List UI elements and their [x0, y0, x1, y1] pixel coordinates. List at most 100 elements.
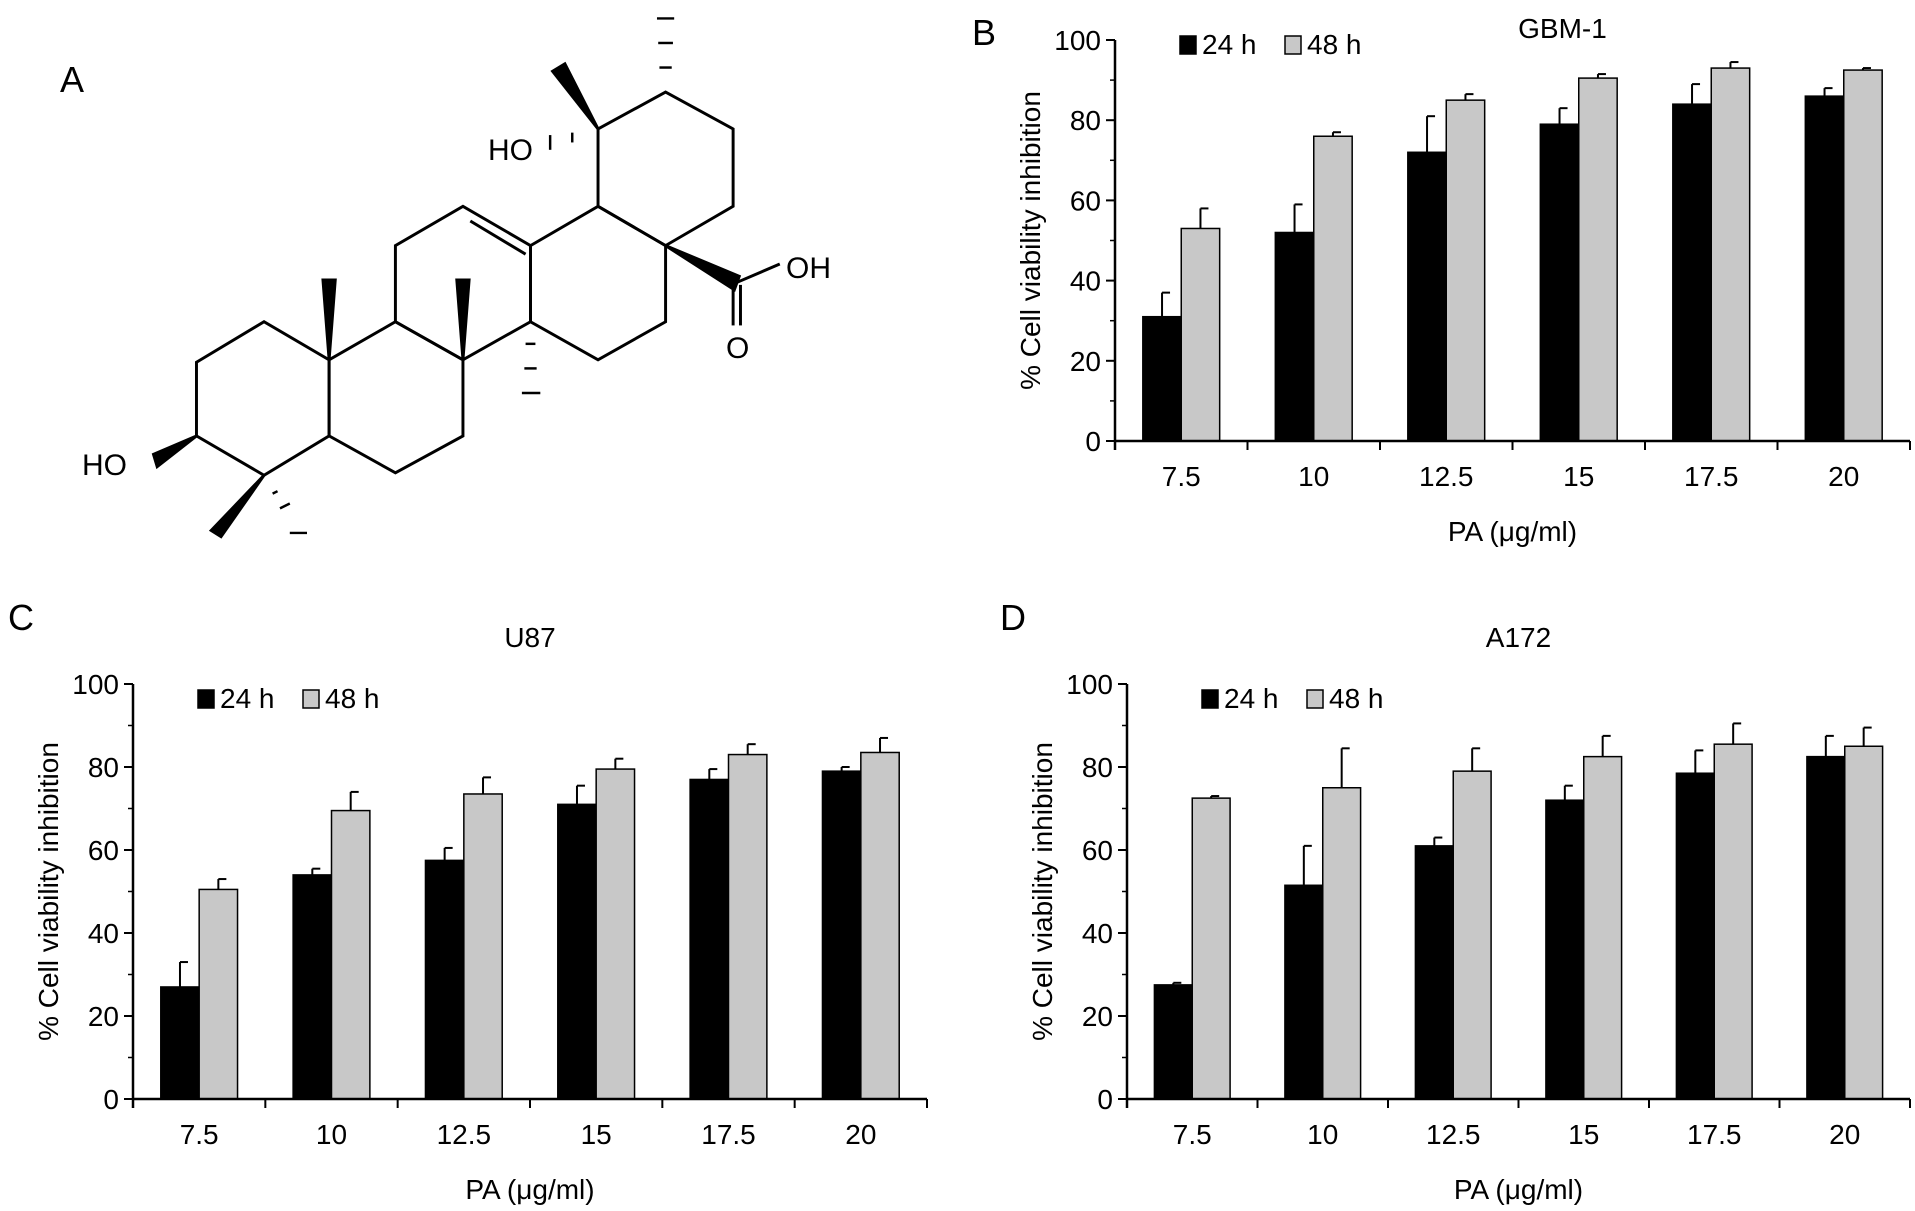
bar-48h: [1844, 745, 1884, 1100]
x-tick-label: 15: [1563, 461, 1594, 492]
y-axis-label: % Cell viability inhibition: [1015, 91, 1046, 390]
bar-48h: [1713, 743, 1753, 1100]
x-tick-label: 17.5: [1687, 1119, 1742, 1150]
legend-swatch-48h: [1284, 35, 1302, 55]
panel-label-b: B: [972, 12, 996, 53]
panel-label-c: C: [8, 597, 34, 638]
bar-24h: [424, 859, 465, 1100]
y-tick-label: 100: [72, 669, 119, 700]
legend-swatch-48h: [1306, 689, 1324, 709]
bar-48h: [1843, 69, 1883, 442]
bar-48h: [1445, 99, 1486, 442]
atom-label-ho: HO: [488, 134, 533, 167]
legend-label: 48 h: [325, 683, 380, 714]
legend-swatch-24h: [1201, 689, 1219, 709]
x-axis-label: PA (μg/ml): [1448, 516, 1577, 547]
atom-label-o: O: [726, 332, 749, 365]
bar-24h: [1142, 315, 1182, 442]
y-tick-label: 60: [1082, 835, 1113, 866]
bar-48h: [595, 768, 636, 1100]
bar-24h: [1539, 123, 1580, 442]
bar-24h: [1675, 772, 1716, 1100]
atom-label-ho: HO: [82, 449, 127, 482]
legend-label: 24 h: [1224, 683, 1279, 714]
legend-label: 24 h: [1202, 29, 1257, 60]
x-axis-label: PA (μg/ml): [1454, 1174, 1583, 1205]
chart-title: GBM-1: [1518, 13, 1607, 44]
y-axis-label: % Cell viability inhibition: [1027, 742, 1058, 1041]
bar-24h: [1407, 151, 1447, 442]
bar-48h: [1180, 227, 1221, 442]
panel-label-d: D: [1000, 597, 1026, 638]
bar-24h: [1545, 799, 1585, 1100]
x-axis-label: PA (μg/ml): [465, 1174, 594, 1205]
x-tick-label: 10: [1298, 461, 1329, 492]
chart-title: A172: [1486, 622, 1551, 653]
legend-label: 48 h: [1307, 29, 1362, 60]
bar-24h: [557, 803, 597, 1100]
y-tick-label: 80: [88, 752, 119, 783]
x-tick-label: 15: [581, 1119, 612, 1150]
legend-swatch-48h: [302, 689, 320, 709]
legend-label: 24 h: [220, 683, 275, 714]
chart-gbm1: 7.5 10 12.5 15 17.5 20 0 20 40 60 80 100 GBM-1 PA (μg…: [1015, 13, 1911, 547]
bar-24h: [1806, 755, 1846, 1100]
legend-label: 48 h: [1329, 683, 1384, 714]
y-tick-label: 80: [1082, 752, 1113, 783]
x-tick-label: 12.5: [1426, 1119, 1481, 1150]
y-tick-label: 40: [88, 918, 119, 949]
panel-label-a: A: [60, 59, 84, 100]
bar-24h: [292, 874, 333, 1100]
x-tick-label: 10: [316, 1119, 347, 1150]
chart-a172: 7.5 10 12.5 15 17.5 20 0 20 40 60 80 100 A172 PA (μg/…: [1027, 622, 1911, 1205]
y-tick-label: 0: [103, 1084, 119, 1115]
bar-24h: [689, 778, 730, 1100]
x-tick-label: 7.5: [180, 1119, 219, 1150]
y-tick-label: 20: [1082, 1001, 1113, 1032]
bar-48h: [727, 753, 768, 1100]
bar-48h: [860, 751, 900, 1100]
x-tick-label: 20: [1828, 461, 1859, 492]
y-tick-label: 0: [1085, 426, 1101, 457]
x-tick-label: 15: [1568, 1119, 1599, 1150]
y-tick-label: 80: [1070, 105, 1101, 136]
chart-u87: 7.5 10 12.5 15 17.5 20 0 20 40 60 80 100 U87 PA (μg/m…: [33, 622, 928, 1205]
bar-48h: [1452, 770, 1492, 1100]
bar-24h: [821, 770, 862, 1100]
y-tick-label: 40: [1070, 266, 1101, 297]
legend-swatch-24h: [1179, 35, 1197, 55]
bar-48h: [1322, 787, 1362, 1100]
x-tick-label: 17.5: [701, 1119, 756, 1150]
y-tick-label: 60: [88, 835, 119, 866]
bar-24h: [1284, 884, 1324, 1100]
x-tick-label: 7.5: [1162, 461, 1201, 492]
y-axis-label: % Cell viability inhibition: [33, 742, 64, 1041]
x-tick-label: 20: [1829, 1119, 1860, 1150]
y-tick-label: 60: [1070, 185, 1101, 216]
bar-24h: [1274, 231, 1315, 442]
x-tick-label: 17.5: [1684, 461, 1739, 492]
bar-24h: [1804, 95, 1845, 442]
bar-48h: [1191, 797, 1231, 1100]
y-tick-label: 20: [88, 1001, 119, 1032]
y-tick-label: 40: [1082, 918, 1113, 949]
x-tick-label: 20: [845, 1119, 876, 1150]
atom-label-oh: OH: [786, 252, 831, 285]
y-tick-label: 20: [1070, 346, 1101, 377]
bar-24h: [1153, 984, 1194, 1100]
x-tick-label: 10: [1307, 1119, 1338, 1150]
molecule-structure: [151, 17, 781, 539]
bar-24h: [1414, 845, 1455, 1100]
bar-48h: [1313, 135, 1353, 442]
y-tick-label: 100: [1054, 25, 1101, 56]
y-tick-label: 100: [1066, 669, 1113, 700]
bar-48h: [198, 888, 239, 1100]
bar-48h: [330, 809, 371, 1100]
chart-title: U87: [504, 622, 555, 653]
bar-48h: [1578, 77, 1618, 442]
bar-24h: [160, 986, 200, 1100]
bar-48h: [1710, 67, 1751, 442]
x-tick-label: 12.5: [1419, 461, 1474, 492]
y-tick-label: 0: [1097, 1084, 1113, 1115]
